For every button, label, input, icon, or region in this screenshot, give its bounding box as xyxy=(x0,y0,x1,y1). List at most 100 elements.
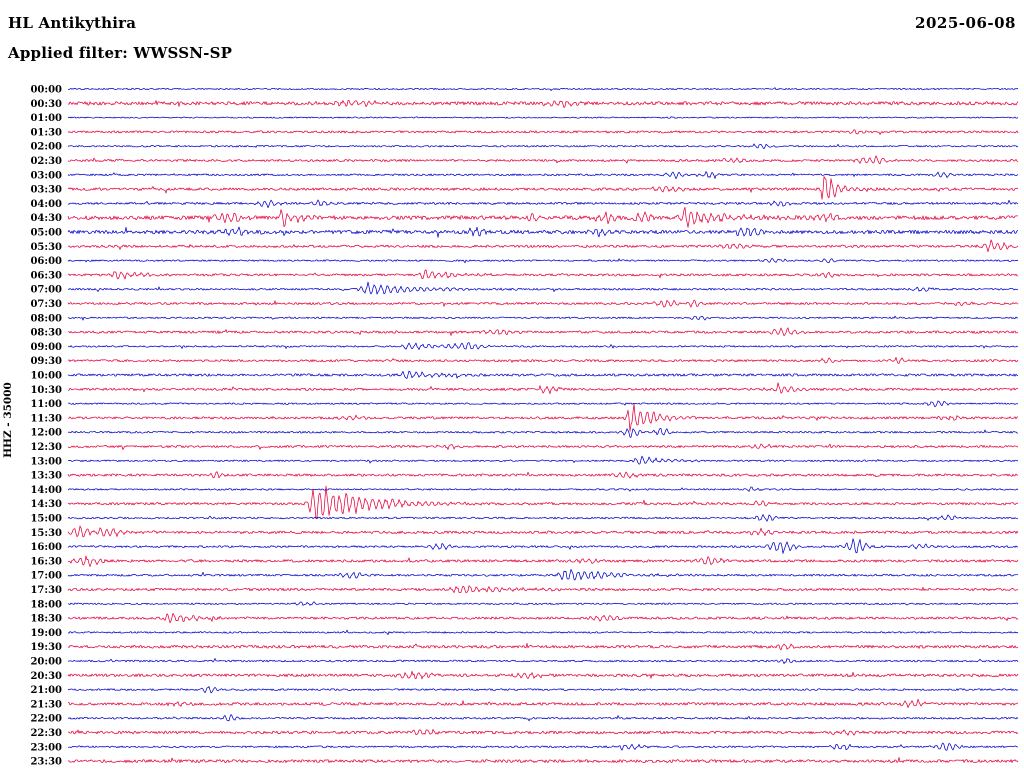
trace-row-1730 xyxy=(67,585,1019,594)
trace-row-0230 xyxy=(67,155,1019,165)
trace-row-1700 xyxy=(67,569,1019,581)
report-date: 2025-06-08 xyxy=(915,14,1016,32)
trace-row-2200 xyxy=(67,714,1019,722)
trace-row-2230 xyxy=(67,729,1019,736)
time-label: 08:00 xyxy=(30,313,62,324)
time-label: 05:00 xyxy=(30,228,62,239)
filter-label: Applied filter: WWSSN-SP xyxy=(8,44,233,62)
trace-row-0430 xyxy=(67,206,1019,228)
time-label: 17:30 xyxy=(30,585,62,596)
time-label: 04:30 xyxy=(30,213,62,224)
trace-row-0830 xyxy=(67,327,1019,337)
time-label: 06:30 xyxy=(30,270,62,281)
trace-row-0900 xyxy=(67,342,1019,350)
time-label: 13:30 xyxy=(30,471,62,482)
time-label: 11:30 xyxy=(30,413,62,424)
time-label: 02:30 xyxy=(30,156,62,167)
time-label: 22:30 xyxy=(30,728,62,739)
time-label: 15:00 xyxy=(30,514,62,525)
time-label: 08:30 xyxy=(30,328,62,339)
trace-row-0600 xyxy=(67,257,1019,264)
time-label: 20:30 xyxy=(30,671,62,682)
trace-row-0330 xyxy=(67,176,1019,200)
trace-row-1130 xyxy=(67,403,1019,432)
trace-row-1930 xyxy=(67,642,1019,651)
trace-row-0100 xyxy=(67,116,1019,119)
trace-row-1600 xyxy=(67,538,1019,554)
trace-row-1430 xyxy=(67,485,1019,519)
trace-row-1900 xyxy=(67,629,1019,636)
time-label: 15:30 xyxy=(30,528,62,539)
trace-row-1330 xyxy=(67,471,1019,479)
trace-row-1030 xyxy=(67,382,1019,395)
trace-row-1630 xyxy=(67,555,1019,567)
time-label: 16:30 xyxy=(30,556,62,567)
station-title: HL Antikythira xyxy=(8,14,137,32)
time-label: 11:00 xyxy=(30,399,62,410)
trace-row-2000 xyxy=(67,658,1019,664)
trace-row-0800 xyxy=(67,315,1019,321)
trace-row-1100 xyxy=(67,400,1019,408)
trace-row-1000 xyxy=(67,370,1019,379)
time-label: 21:00 xyxy=(30,685,62,696)
trace-row-0030 xyxy=(67,99,1019,108)
time-label: 06:00 xyxy=(30,256,62,267)
time-label: 07:30 xyxy=(30,299,62,310)
y-axis-label: HHZ - 35000 xyxy=(2,382,14,458)
time-label: 12:00 xyxy=(30,428,62,439)
time-label: 18:30 xyxy=(30,614,62,625)
time-label: 17:00 xyxy=(30,571,62,582)
trace-row-0300 xyxy=(67,171,1019,180)
time-label: 20:00 xyxy=(30,657,62,668)
time-label: 03:30 xyxy=(30,185,62,196)
trace-row-0200 xyxy=(67,143,1019,150)
trace-row-0630 xyxy=(67,269,1019,280)
time-label: 00:00 xyxy=(30,85,62,96)
trace-row-2130 xyxy=(67,698,1019,708)
trace-row-0700 xyxy=(67,281,1019,295)
time-label: 14:00 xyxy=(30,485,62,496)
trace-row-1230 xyxy=(67,443,1019,451)
time-label: 16:00 xyxy=(30,542,62,553)
trace-row-0500 xyxy=(67,226,1019,238)
trace-group xyxy=(67,87,1019,763)
trace-row-0930 xyxy=(67,356,1019,364)
time-label: 19:00 xyxy=(30,628,62,639)
time-label: 09:00 xyxy=(30,342,62,353)
trace-row-2100 xyxy=(67,686,1019,694)
time-labels: 00:00 00:30 01:00 01:30 02:00 02:30 03:00 03:30… xyxy=(30,85,62,768)
time-label: 13:00 xyxy=(30,456,62,467)
trace-row-2030 xyxy=(67,670,1019,680)
time-label: 09:30 xyxy=(30,356,62,367)
time-label: 05:30 xyxy=(30,242,62,253)
trace-row-0530 xyxy=(67,239,1019,253)
time-label: 10:00 xyxy=(30,371,62,382)
trace-row-1500 xyxy=(67,514,1019,522)
time-label: 18:00 xyxy=(30,599,62,610)
trace-row-2300 xyxy=(67,742,1019,751)
time-label: 23:00 xyxy=(30,742,62,753)
trace-row-1300 xyxy=(67,455,1019,465)
time-label: 00:30 xyxy=(30,99,62,110)
trace-row-0730 xyxy=(67,299,1019,308)
trace-row-1830 xyxy=(67,612,1019,624)
time-label: 22:00 xyxy=(30,714,62,725)
time-label: 14:30 xyxy=(30,499,62,510)
time-label: 07:00 xyxy=(30,285,62,296)
time-label: 04:00 xyxy=(30,199,62,210)
trace-row-1800 xyxy=(67,601,1019,606)
time-label: 23:30 xyxy=(30,757,62,768)
time-label: 21:30 xyxy=(30,699,62,710)
trace-row-1400 xyxy=(67,486,1019,492)
trace-row-1200 xyxy=(67,428,1019,438)
trace-row-0400 xyxy=(67,199,1019,209)
time-label: 10:30 xyxy=(30,385,62,396)
time-label: 01:00 xyxy=(30,113,62,124)
trace-row-0130 xyxy=(67,129,1019,135)
trace-row-1530 xyxy=(67,525,1019,538)
time-label: 19:30 xyxy=(30,642,62,653)
time-label: 03:00 xyxy=(30,170,62,181)
trace-row-0000 xyxy=(67,87,1019,92)
time-label: 02:00 xyxy=(30,142,62,153)
